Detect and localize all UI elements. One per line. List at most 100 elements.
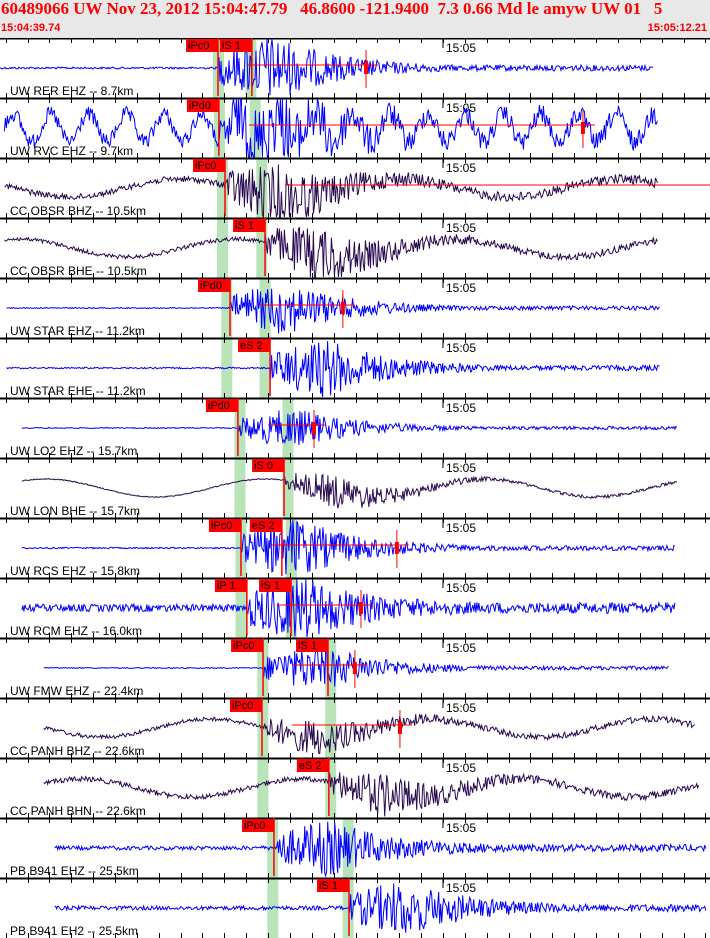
pick-window-band bbox=[257, 758, 269, 818]
coda-marker-box bbox=[364, 62, 369, 74]
pick-label: iPc0 bbox=[233, 640, 254, 652]
pick-label-box bbox=[231, 639, 264, 652]
pick-label-box bbox=[205, 399, 238, 412]
station-label: UW STAR EHZ -- 11.2km bbox=[10, 324, 145, 338]
waveform-line bbox=[4, 226, 658, 278]
minute-label: 15:05 bbox=[446, 581, 476, 595]
pick-label: iS 1 bbox=[319, 880, 338, 892]
minute-label: 15:05 bbox=[446, 821, 476, 835]
minute-label: 15:05 bbox=[446, 101, 476, 115]
pick-window-band bbox=[235, 578, 247, 638]
pick-label: iS 0 bbox=[254, 460, 273, 472]
trace-panel: 15:05 iPd0 UW RVC EHZ -- 9.7km bbox=[0, 97, 710, 159]
waveform-line bbox=[54, 883, 707, 933]
minute-label: 15:05 bbox=[446, 701, 476, 715]
station-label: CC OBSR BHZ -- 10.5km bbox=[10, 204, 146, 218]
station-label: PB B941 EH2 -- 25.5km bbox=[10, 924, 138, 938]
pick-window-band bbox=[325, 638, 337, 698]
minute-label: 15:05 bbox=[446, 281, 476, 295]
pick-label-box bbox=[249, 519, 282, 532]
pick-label-box bbox=[229, 699, 262, 712]
pick-label: iS 1 bbox=[298, 640, 317, 652]
waveform-line bbox=[6, 341, 660, 398]
pick-label-box bbox=[219, 39, 252, 52]
pick-label-box bbox=[296, 759, 329, 772]
pick-window-band bbox=[282, 458, 294, 518]
waveform-line bbox=[43, 713, 696, 755]
pick-label: eS 2 bbox=[299, 760, 322, 772]
pick-label-box bbox=[259, 579, 292, 592]
coda-marker-box bbox=[397, 722, 402, 734]
trace-panel: 15:05 iPc0 CC PANH BHZ -- 22.6km bbox=[0, 697, 710, 758]
station-label: UW LO2 EHZ -- 15.7km bbox=[10, 444, 137, 458]
pick-label: iPc0 bbox=[188, 40, 209, 52]
pick-window-band bbox=[325, 758, 337, 818]
pick-label: iS 1 bbox=[235, 220, 254, 232]
trace-panel: 15:05 iP 1 iS 1 UW RCM EHZ -- 16.0km bbox=[0, 577, 710, 638]
minute-label: 15:05 bbox=[446, 161, 476, 175]
waveform-line bbox=[3, 98, 658, 159]
trace-panel: 15:05 eS 2 UW STAR EHE -- 11.2km bbox=[0, 337, 710, 398]
minute-label: 15:05 bbox=[446, 41, 476, 55]
waveform-line bbox=[54, 821, 707, 878]
trace-panel: 15:05 iPc0 iS 1 UW FMW EHZ -- 22.4km bbox=[0, 637, 710, 698]
waveform-line bbox=[4, 164, 658, 219]
pick-label: iPd0 bbox=[189, 100, 211, 112]
coda-marker-box bbox=[352, 662, 357, 674]
waveform-line bbox=[21, 520, 675, 575]
pick-label-box bbox=[193, 159, 226, 172]
coda-marker-box bbox=[394, 542, 399, 554]
pick-label: iPc0 bbox=[211, 520, 232, 532]
station-label: UW LON BHE -- 15.7km bbox=[10, 504, 140, 518]
waveform-line bbox=[21, 473, 678, 509]
pick-window-band bbox=[257, 698, 269, 758]
trace-panel: 15:05 iPd0 UW LO2 EHZ -- 15.7km bbox=[0, 397, 710, 458]
seismogram-plot: 15:05 iPc0 iS 1 UW RER EHZ -- 8.7km 15:05 iPd… bbox=[0, 38, 710, 938]
trace-panel: 15:05 iPc0 eS 2 UW RCS EHZ -- 15.8km bbox=[0, 517, 710, 578]
pick-label-box bbox=[186, 39, 219, 52]
minute-label: 15:05 bbox=[446, 401, 476, 415]
pick-label: iPc0 bbox=[244, 820, 265, 832]
minute-label: 15:05 bbox=[446, 461, 476, 475]
minute-label: 15:05 bbox=[446, 221, 476, 235]
minute-label: 15:05 bbox=[446, 641, 476, 655]
pick-label-box bbox=[208, 519, 241, 532]
coda-marker-box bbox=[359, 602, 364, 614]
waveform-line bbox=[0, 38, 654, 96]
pick-window-band bbox=[256, 158, 268, 218]
coda-marker-box bbox=[580, 122, 585, 134]
trace-panel: 15:05 iPc0 PB B941 EHZ -- 25.5km bbox=[0, 817, 710, 878]
station-label: UW RVC EHZ -- 9.7km bbox=[10, 144, 133, 158]
coda-marker-box bbox=[312, 422, 317, 434]
pick-label: iPd0 bbox=[200, 280, 222, 292]
pick-label: iS 1 bbox=[261, 580, 280, 592]
trace-panel: 15:05 iPc0 CC OBSR BHZ -- 10.5km bbox=[0, 157, 710, 219]
pick-label-box bbox=[241, 819, 274, 832]
pick-label-box bbox=[295, 639, 328, 652]
waveform-line bbox=[6, 288, 660, 334]
pick-label: iPc0 bbox=[232, 700, 253, 712]
trace-panel: 15:05 eS 2 CC PANH BHN -- 22.6km bbox=[0, 757, 710, 818]
station-label: UW RCM EHZ -- 16.0km bbox=[10, 624, 142, 638]
event-title: 60489066 UW Nov 23, 2012 15:04:47.79 46.… bbox=[1, 0, 663, 18]
header: 60489066 UW Nov 23, 2012 15:04:47.79 46.… bbox=[0, 0, 710, 38]
pick-label-box bbox=[252, 459, 285, 472]
minute-label: 15:05 bbox=[446, 881, 476, 895]
window-end-time: 15:05:12.21 bbox=[647, 22, 707, 34]
pick-window-band bbox=[234, 458, 246, 518]
pick-label-box bbox=[316, 879, 349, 892]
waveform-line bbox=[21, 410, 678, 446]
pick-label-box bbox=[198, 279, 231, 292]
station-label: CC PANH BHZ -- 22.6km bbox=[10, 744, 144, 758]
pick-label: iP 1 bbox=[217, 580, 236, 592]
minute-label: 15:05 bbox=[446, 341, 476, 355]
pick-label: iPc0 bbox=[195, 160, 216, 172]
station-label: CC PANH BHN -- 22.6km bbox=[10, 804, 146, 818]
pick-label: iPd0 bbox=[208, 400, 230, 412]
window-start-time: 15:04:39.74 bbox=[1, 22, 61, 34]
minute-label: 15:05 bbox=[446, 761, 476, 775]
trace-panel: 15:05 iS 1 CC OBSR BHE -- 10.5km bbox=[0, 217, 710, 278]
trace-panel: 15:05 iS 1 PB B941 EH2 -- 25.5km bbox=[0, 877, 710, 938]
pick-window-band bbox=[256, 218, 268, 278]
station-label: UW RER EHZ -- 8.7km bbox=[10, 84, 133, 98]
